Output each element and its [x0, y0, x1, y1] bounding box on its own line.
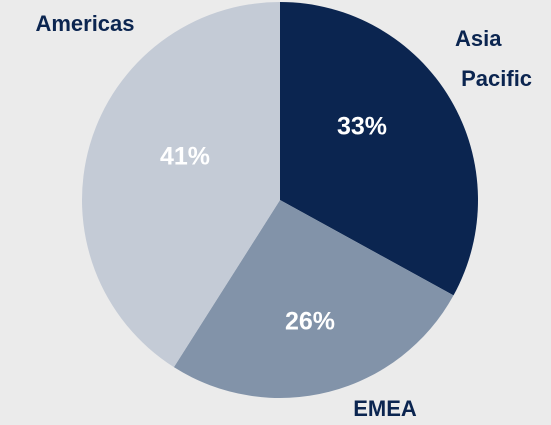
value-label: 41%: [160, 143, 210, 171]
category-label: EMEA: [353, 396, 417, 421]
pie-slice: [81, 2, 280, 368]
pie-slice: [173, 200, 454, 399]
category-label: Americas: [35, 11, 134, 36]
value-label: 33%: [337, 113, 387, 141]
category-label: Asia Pacific: [455, 26, 532, 91]
pie-slice: [280, 2, 479, 296]
value-label: 26%: [285, 308, 335, 336]
